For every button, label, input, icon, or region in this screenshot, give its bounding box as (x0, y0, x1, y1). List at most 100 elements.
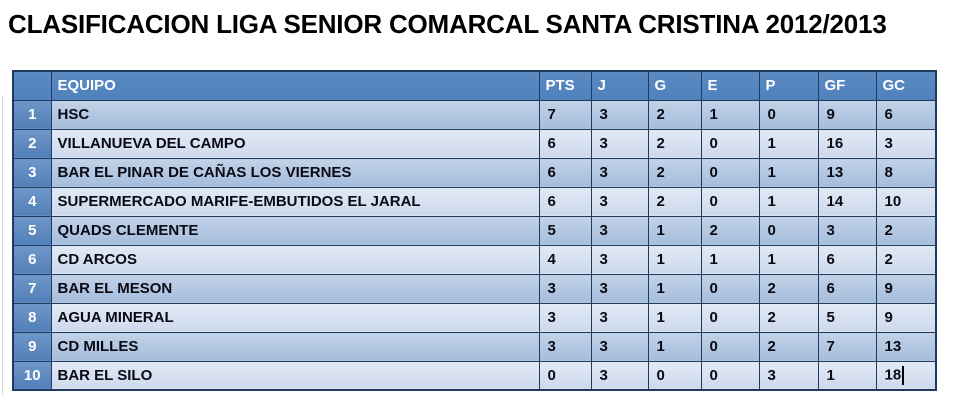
cell-gc: 9 (875, 302, 937, 333)
table-row: 4 SUPERMERCADO MARIFE-EMBUTIDOS EL JARAL… (12, 186, 937, 217)
header-j: J (590, 70, 649, 101)
cell-e: 0 (700, 273, 760, 304)
table-row: 8 AGUA MINERAL 3 3 1 0 2 5 9 (12, 302, 937, 333)
cell-position: 9 (12, 331, 52, 362)
cell-p: 0 (758, 215, 819, 246)
cell-g: 2 (647, 128, 702, 159)
cell-p: 2 (758, 331, 819, 362)
table-row: 7 BAR EL MESON 3 3 1 0 2 6 9 (12, 273, 937, 304)
cell-g: 2 (647, 99, 702, 130)
cell-gc: 8 (875, 157, 937, 188)
table-row: 5 QUADS CLEMENTE 5 3 1 2 0 3 2 (12, 215, 937, 246)
cell-team: CD ARCOS (50, 244, 540, 275)
cell-pts: 6 (538, 186, 592, 217)
cell-p: 1 (758, 186, 819, 217)
cell-position: 8 (12, 302, 52, 333)
cell-j: 3 (590, 331, 649, 362)
cell-p: 2 (758, 273, 819, 304)
table-row: 2 VILLANUEVA DEL CAMPO 6 3 2 0 1 16 3 (12, 128, 937, 159)
cell-e: 0 (700, 331, 760, 362)
table-row: 10 BAR EL SILO 0 3 0 0 3 1 18 (12, 360, 937, 391)
cell-gf: 5 (817, 302, 877, 333)
cell-team: HSC (50, 99, 540, 130)
cell-g: 1 (647, 302, 702, 333)
header-equipo: EQUIPO (50, 70, 540, 101)
cell-gf: 3 (817, 215, 877, 246)
header-g: G (647, 70, 702, 101)
cell-pts: 3 (538, 331, 592, 362)
table-row: 3 BAR EL PINAR DE CAÑAS LOS VIERNES 6 3 … (12, 157, 937, 188)
cell-gf: 7 (817, 331, 877, 362)
cell-e: 1 (700, 99, 760, 130)
cell-j: 3 (590, 99, 649, 130)
cell-j: 3 (590, 186, 649, 217)
cell-pts: 3 (538, 302, 592, 333)
cell-e: 0 (700, 128, 760, 159)
cell-pts: 7 (538, 99, 592, 130)
cell-j: 3 (590, 215, 649, 246)
cell-p: 1 (758, 244, 819, 275)
text-cursor (902, 365, 905, 385)
cell-g: 1 (647, 273, 702, 304)
cell-g: 2 (647, 157, 702, 188)
cell-gf: 6 (817, 273, 877, 304)
cell-position: 1 (12, 99, 52, 130)
cell-position: 2 (12, 128, 52, 159)
cell-gf: 6 (817, 244, 877, 275)
cell-team: QUADS CLEMENTE (50, 215, 540, 246)
cell-j: 3 (590, 360, 649, 391)
cell-g: 1 (647, 215, 702, 246)
cell-g: 0 (647, 360, 702, 391)
cell-pts: 4 (538, 244, 592, 275)
cell-team: VILLANUEVA DEL CAMPO (50, 128, 540, 159)
cell-gf: 16 (817, 128, 877, 159)
cell-pts: 5 (538, 215, 592, 246)
cell-team: SUPERMERCADO MARIFE-EMBUTIDOS EL JARAL (50, 186, 540, 217)
cell-position: 6 (12, 244, 52, 275)
cell-gf: 14 (817, 186, 877, 217)
cell-e: 0 (700, 186, 760, 217)
cell-position: 5 (12, 215, 52, 246)
cell-position: 10 (12, 360, 52, 391)
page-title: CLASIFICACION LIGA SENIOR COMARCAL SANTA… (8, 9, 887, 39)
standings-table: EQUIPO PTS J G E P GF GC 1 HSC 7 3 2 1 0… (12, 70, 937, 391)
cell-team: BAR EL SILO (50, 360, 540, 391)
cell-j: 3 (590, 273, 649, 304)
cell-j: 3 (590, 302, 649, 333)
cell-j: 3 (590, 157, 649, 188)
table-row: 6 CD ARCOS 4 3 1 1 1 6 2 (12, 244, 937, 275)
cell-gf: 1 (817, 360, 877, 391)
cell-p: 1 (758, 157, 819, 188)
cell-gc: 10 (875, 186, 937, 217)
cell-p: 1 (758, 128, 819, 159)
header-position (12, 70, 52, 101)
header-e: E (700, 70, 760, 101)
cell-position: 4 (12, 186, 52, 217)
cell-g: 1 (647, 244, 702, 275)
cell-position: 7 (12, 273, 52, 304)
cell-gc: 6 (875, 99, 937, 130)
cell-team: AGUA MINERAL (50, 302, 540, 333)
table-header-row: EQUIPO PTS J G E P GF GC (12, 70, 937, 101)
cell-pts: 6 (538, 157, 592, 188)
cell-gc: 18 (875, 360, 937, 391)
cell-pts: 0 (538, 360, 592, 391)
cell-e: 0 (700, 157, 760, 188)
cell-gc-value: 18 (884, 366, 902, 384)
table-row: 1 HSC 7 3 2 1 0 9 6 (12, 99, 937, 130)
header-pts: PTS (538, 70, 592, 101)
cell-pts: 3 (538, 273, 592, 304)
cell-j: 3 (590, 128, 649, 159)
cell-team: BAR EL MESON (50, 273, 540, 304)
cell-gf: 13 (817, 157, 877, 188)
cell-gc: 2 (875, 244, 937, 275)
cell-p: 2 (758, 302, 819, 333)
table-row: 9 CD MILLES 3 3 1 0 2 7 13 (12, 331, 937, 362)
cell-p: 0 (758, 99, 819, 130)
cell-gc: 2 (875, 215, 937, 246)
header-gf: GF (817, 70, 877, 101)
cell-position: 3 (12, 157, 52, 188)
cell-e: 1 (700, 244, 760, 275)
cell-pts: 6 (538, 128, 592, 159)
